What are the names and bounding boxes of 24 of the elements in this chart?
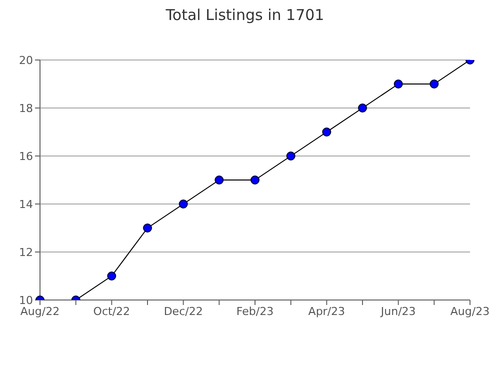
y-tick-label: 12 (19, 246, 33, 259)
y-tick-label: 20 (19, 54, 33, 67)
x-tick-label: Aug/23 (450, 304, 490, 318)
point (286, 152, 296, 160)
point (394, 80, 403, 88)
x-tick-label: Dec/22 (164, 304, 203, 318)
x-tick-label: Feb/23 (236, 304, 274, 318)
point (322, 128, 332, 136)
point (430, 80, 439, 88)
point (214, 176, 224, 184)
point (107, 272, 116, 280)
point (178, 200, 188, 208)
x-tick-label: Jun/23 (380, 304, 416, 318)
x-tick-label: Apr/23 (308, 304, 346, 318)
point (143, 224, 152, 232)
chart-title: Total Listings in 1701 (164, 6, 326, 24)
point (358, 104, 367, 112)
y-tick-label: 18 (19, 102, 33, 115)
y-tick-label: 14 (19, 198, 33, 211)
y-tick-label: 16 (19, 150, 33, 163)
point (250, 176, 260, 184)
x-tick-label: Aug/22 (20, 304, 60, 318)
x-tick-label: Oct/22 (93, 304, 130, 318)
y-tick-label: 10 (19, 294, 33, 307)
